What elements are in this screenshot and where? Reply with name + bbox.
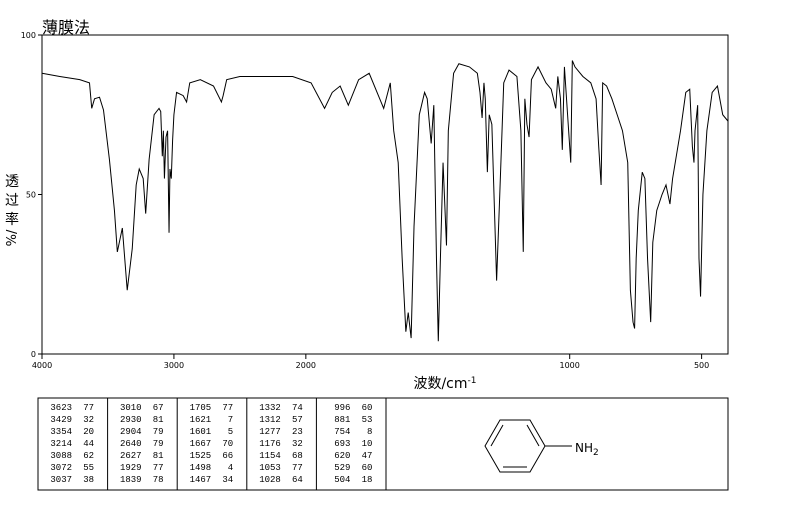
peak-wavenumber: 1312 bbox=[259, 415, 281, 425]
peak-transmittance: 79 bbox=[153, 427, 164, 437]
double-bond bbox=[490, 424, 504, 447]
double-bond bbox=[526, 424, 540, 447]
peak-transmittance: 79 bbox=[153, 439, 164, 449]
x-tick-label: 3000 bbox=[164, 361, 184, 370]
peak-wavenumber: 1053 bbox=[259, 463, 281, 473]
chart-title: 薄膜法 bbox=[42, 18, 90, 37]
peak-wavenumber: 2640 bbox=[120, 439, 142, 449]
peak-transmittance: 47 bbox=[362, 451, 373, 461]
peak-wavenumber: 2904 bbox=[120, 427, 142, 437]
peak-wavenumber: 3354 bbox=[50, 427, 72, 437]
peak-transmittance: 4 bbox=[228, 463, 233, 473]
peak-transmittance: 57 bbox=[292, 415, 303, 425]
y-tick-label: 100 bbox=[21, 31, 36, 40]
peak-transmittance: 60 bbox=[362, 403, 373, 413]
peak-wavenumber: 1667 bbox=[190, 439, 212, 449]
peak-transmittance: 18 bbox=[362, 475, 373, 485]
table-frame bbox=[37, 397, 729, 491]
peak-transmittance: 77 bbox=[222, 403, 233, 413]
peak-transmittance: 44 bbox=[83, 439, 94, 449]
peak-transmittance: 77 bbox=[83, 403, 94, 413]
peak-wavenumber: 620 bbox=[334, 451, 350, 461]
x-axis-label: 波数/cm-1 bbox=[413, 376, 476, 392]
y-axis-label-char: 透 bbox=[5, 174, 19, 190]
peak-wavenumber: 3088 bbox=[50, 451, 72, 461]
x-label-text: 波数/cm bbox=[413, 376, 467, 392]
peak-transmittance: 78 bbox=[153, 475, 164, 485]
peak-transmittance: 77 bbox=[153, 463, 164, 473]
peak-transmittance: 70 bbox=[222, 439, 233, 449]
peak-wavenumber: 1028 bbox=[259, 475, 281, 485]
peak-transmittance: 81 bbox=[153, 415, 164, 425]
peak-transmittance: 77 bbox=[292, 463, 303, 473]
peak-wavenumber: 1705 bbox=[190, 403, 212, 413]
peak-wavenumber: 1621 bbox=[190, 415, 212, 425]
peak-wavenumber: 529 bbox=[334, 463, 350, 473]
x-label-sup: -1 bbox=[468, 376, 477, 386]
x-tick-label: 2000 bbox=[296, 361, 316, 370]
x-tick-label: 500 bbox=[694, 361, 709, 370]
peak-wavenumber: 754 bbox=[334, 427, 350, 437]
peak-transmittance: 67 bbox=[153, 403, 164, 413]
amine-subscript: 2 bbox=[593, 448, 599, 458]
peak-transmittance: 68 bbox=[292, 451, 303, 461]
peak-wavenumber: 3037 bbox=[50, 475, 72, 485]
peak-transmittance: 34 bbox=[222, 475, 233, 485]
peak-wavenumber: 1467 bbox=[190, 475, 212, 485]
peak-wavenumber: 3214 bbox=[50, 439, 72, 449]
peak-wavenumber: 3072 bbox=[50, 463, 72, 473]
peak-wavenumber: 1929 bbox=[120, 463, 142, 473]
y-tick-label: 50 bbox=[26, 191, 36, 200]
peak-wavenumber: 1277 bbox=[259, 427, 281, 437]
amine-text: NH bbox=[575, 441, 593, 455]
peak-transmittance: 53 bbox=[362, 415, 373, 425]
peak-transmittance: 32 bbox=[83, 415, 94, 425]
peak-wavenumber: 2627 bbox=[120, 451, 142, 461]
peak-transmittance: 8 bbox=[367, 427, 372, 437]
peak-wavenumber: 3623 bbox=[50, 403, 72, 413]
peak-wavenumber: 504 bbox=[334, 475, 350, 485]
x-tick-label: 1000 bbox=[560, 361, 580, 370]
peak-wavenumber: 1154 bbox=[259, 451, 281, 461]
peak-wavenumber: 693 bbox=[334, 439, 350, 449]
peak-transmittance: 23 bbox=[292, 427, 303, 437]
peak-transmittance: 5 bbox=[228, 427, 233, 437]
molecule bbox=[484, 419, 572, 473]
peak-wavenumber: 1601 bbox=[190, 427, 212, 437]
spectrum-line bbox=[41, 60, 729, 342]
y-axis-label-char: 率 bbox=[5, 211, 19, 228]
amine-label: NH2 bbox=[575, 441, 599, 458]
peak-transmittance: 64 bbox=[292, 475, 303, 485]
peak-transmittance: 55 bbox=[83, 463, 94, 473]
peak-wavenumber: 2930 bbox=[120, 415, 142, 425]
peak-wavenumber: 1332 bbox=[259, 403, 281, 413]
peak-transmittance: 74 bbox=[292, 403, 303, 413]
peak-transmittance: 7 bbox=[228, 415, 233, 425]
plot-frame bbox=[41, 34, 729, 355]
peak-wavenumber: 1525 bbox=[190, 451, 212, 461]
peak-transmittance: 81 bbox=[153, 451, 164, 461]
peak-wavenumber: 3010 bbox=[120, 403, 142, 413]
peak-wavenumber: 996 bbox=[334, 403, 350, 413]
peak-transmittance: 32 bbox=[292, 439, 303, 449]
peak-transmittance: 66 bbox=[222, 451, 233, 461]
peak-wavenumber: 1839 bbox=[120, 475, 142, 485]
peak-transmittance: 60 bbox=[362, 463, 373, 473]
peak-transmittance: 38 bbox=[83, 475, 94, 485]
peak-wavenumber: 3429 bbox=[50, 415, 72, 425]
peak-transmittance: 10 bbox=[362, 439, 373, 449]
y-axis-label-char: 过 bbox=[5, 193, 19, 209]
peak-wavenumber: 881 bbox=[334, 415, 350, 425]
benzene-ring bbox=[484, 419, 546, 473]
y-tick-label: 0 bbox=[31, 350, 36, 359]
y-axis-unit: %/ bbox=[5, 229, 20, 246]
x-tick-label: 4000 bbox=[32, 361, 52, 370]
peak-wavenumber: 1498 bbox=[190, 463, 212, 473]
peak-transmittance: 20 bbox=[83, 427, 94, 437]
peak-wavenumber: 1176 bbox=[259, 439, 281, 449]
peak-transmittance: 62 bbox=[83, 451, 94, 461]
